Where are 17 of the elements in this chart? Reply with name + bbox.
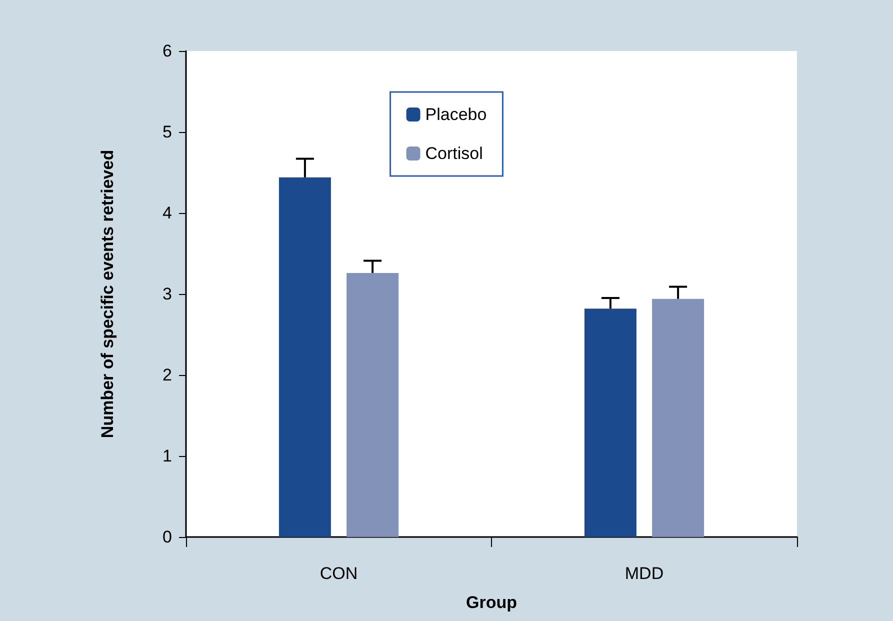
x-axis-title: Group xyxy=(466,593,517,612)
y-tick-label: 3 xyxy=(162,284,172,304)
legend-label: Cortisol xyxy=(425,144,483,163)
bar xyxy=(652,298,704,537)
y-tick-label: 4 xyxy=(162,204,172,222)
legend-label: Placebo xyxy=(425,105,487,124)
x-tick-label: MDD xyxy=(624,564,664,583)
y-tick-label: 5 xyxy=(162,122,172,142)
y-tick-label: 2 xyxy=(162,366,172,384)
y-tick-label: 6 xyxy=(162,42,172,60)
y-tick-label: 0 xyxy=(162,528,172,546)
bar xyxy=(346,272,399,537)
bar xyxy=(584,308,636,537)
y-tick-label: 1 xyxy=(162,446,172,466)
bar xyxy=(278,177,331,537)
x-tick-label: CON xyxy=(320,564,358,583)
y-axis-title: Number of specific events retrieved xyxy=(98,150,117,438)
